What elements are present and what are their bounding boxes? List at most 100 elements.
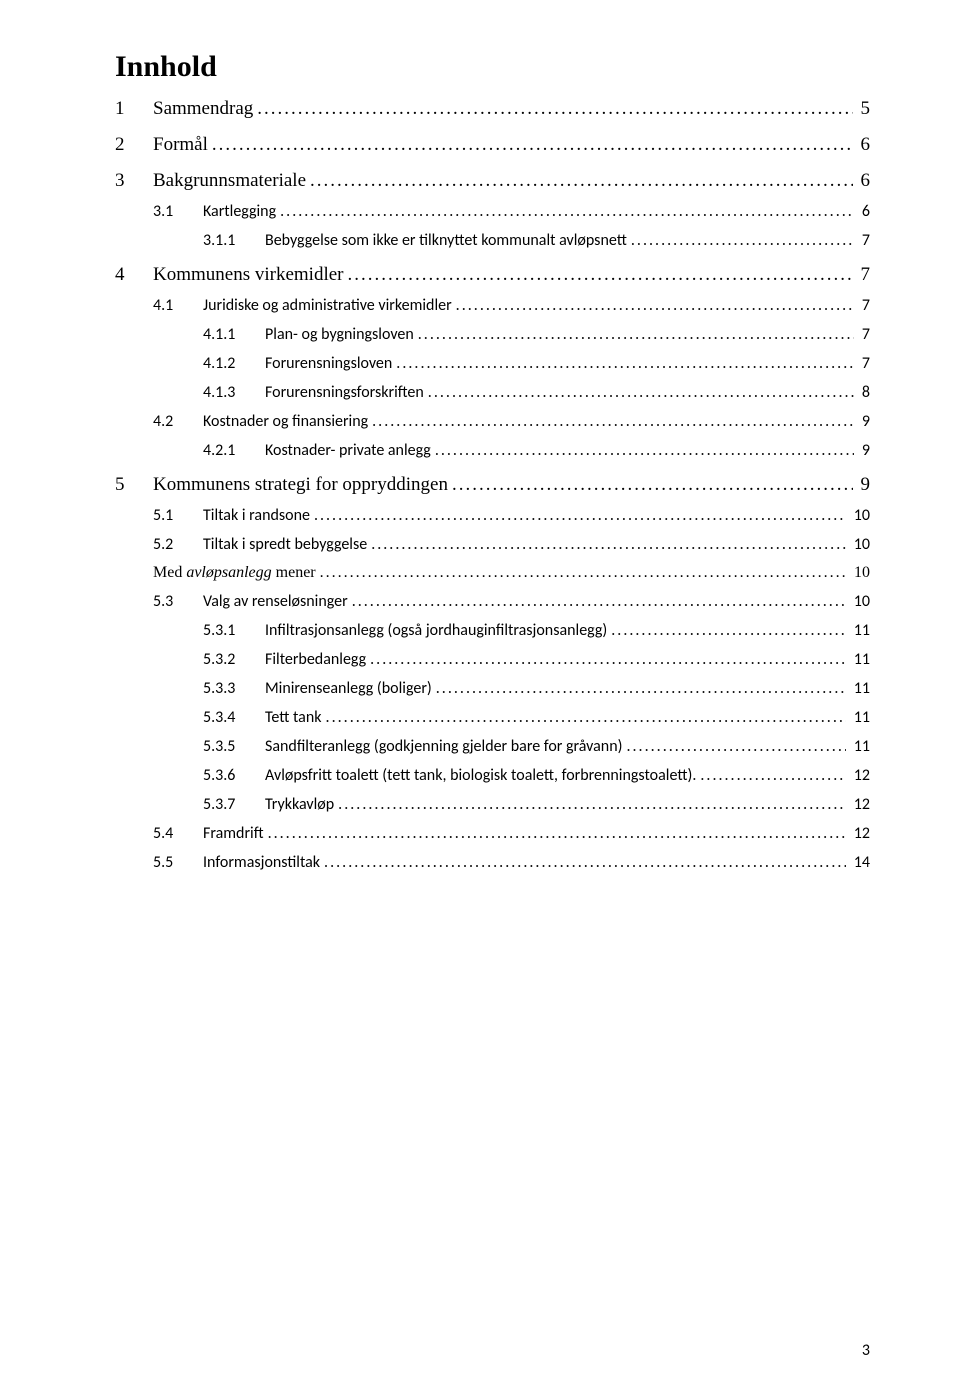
- toc-leader-dots: [352, 592, 846, 611]
- toc-number: 4.1.1: [203, 325, 265, 344]
- toc-leader-dots: [320, 564, 846, 582]
- toc-entry: 5.3.1Infiltrasjonsanlegg (også jordhaugi…: [203, 621, 870, 640]
- toc-list: 1Sammendrag5 2Formål6 3Bakgrunnsmateriale 6…: [115, 98, 870, 872]
- toc-leader-dots: [371, 535, 846, 554]
- toc-leader-dots: [700, 766, 845, 785]
- toc-entry: 5.3.2Filterbedanlegg11: [203, 650, 870, 669]
- toc-label: Kartlegging: [203, 202, 276, 221]
- toc-entry: 4.1Juridiske og administrative virkemidl…: [153, 296, 870, 315]
- toc-leader-dots: [626, 737, 845, 756]
- toc-leader-dots: [326, 708, 846, 727]
- toc-number: 1: [115, 98, 153, 120]
- toc-entry: 5Kommunens strategi for oppryddingen9: [115, 474, 870, 496]
- toc-page-number: 9: [857, 474, 871, 496]
- toc-label: Juridiske og administrative virkemidler: [203, 296, 452, 315]
- toc-entry: 5.3.7Trykkavløp12: [203, 795, 870, 814]
- toc-page-number: 10: [850, 564, 870, 582]
- toc-page-number: 10: [850, 592, 870, 611]
- toc-page-number: 10: [850, 535, 870, 554]
- toc-label: Kommunens virkemidler: [153, 264, 344, 286]
- toc-leader-dots: [338, 795, 846, 814]
- toc-leader-dots: [348, 264, 853, 286]
- toc-leader-dots: [370, 650, 846, 669]
- toc-leader-dots: [452, 474, 853, 496]
- toc-entry: 5.5Informasjonstiltak 14: [153, 853, 870, 872]
- toc-entry: Med avløpsanlegg mener 10: [153, 564, 870, 582]
- toc-leader-dots: [456, 296, 854, 315]
- toc-entry: 5.3.6Avløpsfritt toalett (tett tank, bio…: [203, 766, 870, 785]
- toc-number: 5.5: [153, 853, 203, 872]
- toc-leader-dots: [310, 170, 852, 192]
- toc-page-number: 11: [850, 737, 870, 756]
- toc-page-number: 7: [858, 325, 870, 344]
- toc-label: Bebyggelse som ikke er tilknyttet kommun…: [265, 231, 627, 250]
- toc-label: Kommunens strategi for oppryddingen: [153, 474, 448, 496]
- toc-entry: 4.2.1Kostnader- private anlegg9: [203, 441, 870, 460]
- toc-label: Kostnader- private anlegg: [265, 441, 431, 460]
- toc-entry: 5.4Framdrift 12: [153, 824, 870, 843]
- toc-entry: 2Formål6: [115, 134, 870, 156]
- toc-entry: 4.1.2Forurensningsloven 7: [203, 354, 870, 373]
- toc-number: 4: [115, 264, 153, 286]
- toc-page-number: 11: [850, 708, 870, 727]
- toc-label: Framdrift: [203, 824, 264, 843]
- toc-label: Plan- og bygningsloven: [265, 325, 414, 344]
- toc-page-number: 12: [850, 766, 870, 785]
- toc-leader-dots: [396, 354, 854, 373]
- toc-label-pre: Med: [153, 564, 186, 581]
- toc-label: Valg av renseløsninger: [203, 592, 348, 611]
- toc-label: Infiltrasjonsanlegg (også jordhauginfilt…: [265, 621, 607, 640]
- toc-number: 5.3.5: [203, 737, 265, 756]
- toc-number: 5.3.7: [203, 795, 265, 814]
- toc-label: Sandfilteranlegg (godkjenning gjelder ba…: [265, 737, 622, 756]
- toc-page-number: 5: [857, 98, 871, 120]
- toc-page-number: 7: [858, 354, 870, 373]
- toc-label: Minirenseanlegg (boliger): [265, 679, 432, 698]
- toc-number: 4.2: [153, 412, 203, 431]
- toc-label: Bakgrunnsmateriale: [153, 170, 306, 192]
- toc-page-number: 14: [850, 853, 870, 872]
- toc-label-italic: avløpsanlegg: [186, 564, 271, 581]
- toc-number: 5.3.4: [203, 708, 265, 727]
- toc-entry: 4.1.1Plan- og bygningsloven 7: [203, 325, 870, 344]
- toc-label: Kostnader og finansiering: [203, 412, 368, 431]
- toc-page-number: 12: [850, 795, 870, 814]
- toc-leader-dots: [280, 202, 854, 221]
- toc-label: Med avløpsanlegg mener: [153, 564, 316, 582]
- toc-page-number: 12: [850, 824, 870, 843]
- toc-entry: 5.3.3Minirenseanlegg (boliger)11: [203, 679, 870, 698]
- toc-entry: 1Sammendrag5: [115, 98, 870, 120]
- toc-label: Tiltak i spredt bebyggelse: [203, 535, 367, 554]
- toc-leader-dots: [436, 679, 846, 698]
- toc-leader-dots: [611, 621, 846, 640]
- toc-entry: 5.2Tiltak i spredt bebyggelse10: [153, 535, 870, 554]
- toc-entry: 4Kommunens virkemidler 7: [115, 264, 870, 286]
- toc-page-number: 8: [858, 383, 870, 402]
- toc-leader-dots: [257, 98, 852, 120]
- toc-leader-dots: [268, 824, 846, 843]
- page-number: 3: [862, 1341, 870, 1360]
- toc-entry: 3.1.1Bebyggelse som ikke er tilknyttet k…: [203, 231, 870, 250]
- toc-number: 4.1.2: [203, 354, 265, 373]
- toc-page-number: 9: [858, 441, 870, 460]
- toc-entry: 4.2Kostnader og finansiering9: [153, 412, 870, 431]
- toc-number: 3: [115, 170, 153, 192]
- toc-leader-dots: [372, 412, 854, 431]
- toc-number: 5.4: [153, 824, 203, 843]
- toc-page-number: 7: [857, 264, 871, 286]
- toc-page-number: 6: [857, 170, 871, 192]
- toc-number: 5.3: [153, 592, 203, 611]
- toc-label: Forurensningsloven: [265, 354, 392, 373]
- toc-page-number: 11: [850, 621, 870, 640]
- toc-leader-dots: [314, 506, 846, 525]
- toc-page-number: 6: [858, 202, 870, 221]
- toc-number: 5.3.1: [203, 621, 265, 640]
- toc-entry: 5.3.4Tett tank11: [203, 708, 870, 727]
- toc-number: 4.1.3: [203, 383, 265, 402]
- toc-leader-dots: [324, 853, 846, 872]
- toc-entry: 3Bakgrunnsmateriale 6: [115, 170, 870, 192]
- toc-page-number: 10: [850, 506, 870, 525]
- toc-entry: 5.1Tiltak i randsone10: [153, 506, 870, 525]
- toc-label: Tiltak i randsone: [203, 506, 310, 525]
- toc-label: Informasjonstiltak: [203, 853, 320, 872]
